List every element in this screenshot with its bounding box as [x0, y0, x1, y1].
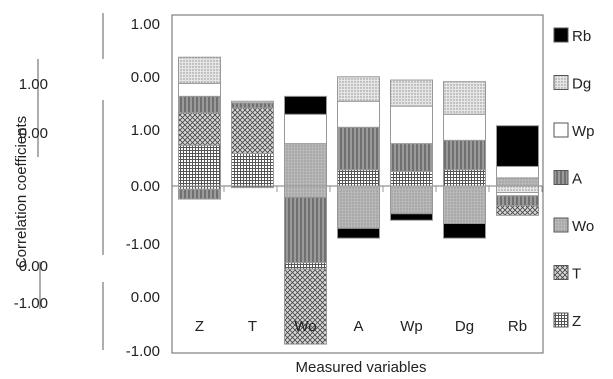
bar-segment-rb — [496, 125, 539, 167]
bar-segment-wo — [496, 177, 539, 187]
y-tick-label: 0.00 — [19, 125, 48, 142]
category-label-z: Z — [195, 318, 204, 335]
y-tick-label: -1.00 — [126, 236, 160, 253]
bar-segment-rb — [443, 222, 486, 239]
y-tick-label: -1.00 — [14, 295, 48, 312]
bar-segment-wp — [443, 113, 486, 141]
legend-swatch-rb — [553, 27, 569, 43]
bar-segment-t — [284, 268, 327, 345]
category-label-wp: Wp — [400, 318, 423, 335]
bar-segment-a — [390, 143, 433, 172]
bar-segment-t — [496, 205, 539, 216]
bar-segment-wp — [390, 105, 433, 145]
bar-segment-z — [284, 262, 327, 270]
bar-segment-z — [178, 144, 221, 187]
category-label-wo: Wo — [294, 318, 316, 335]
bar-segment-wo — [337, 185, 380, 229]
bar-stack-a — [337, 76, 380, 239]
legend-swatch-dg — [553, 75, 569, 90]
category-label-t: T — [248, 318, 257, 335]
bar-segment-wp — [284, 113, 327, 145]
y-tick-label: 0.00 — [19, 258, 48, 275]
bar-segment-z — [337, 169, 380, 187]
bar-segment-wo — [443, 185, 486, 224]
bar-segment-rb — [337, 227, 380, 239]
bar-segment-t — [231, 107, 274, 154]
bar-segment-rb — [390, 213, 433, 221]
bar-stack-wp — [390, 79, 433, 221]
y-tick-label: 1.00 — [131, 16, 160, 33]
bar-segment-wp — [496, 165, 539, 179]
bar-stack-wo — [284, 95, 327, 345]
bar-segment-wo — [390, 185, 433, 215]
bar-segment-wo — [284, 185, 327, 198]
y-tick-label: 0.00 — [131, 178, 160, 195]
category-labels: Z T Wo A Wp Dg Rb — [195, 318, 527, 335]
bar-segment-dg — [390, 79, 433, 107]
legend-swatch-a — [553, 170, 569, 185]
bar-segment-a — [178, 188, 221, 200]
y-tick-label: -1.00 — [126, 343, 160, 360]
bar-segment-a — [178, 95, 221, 114]
bar-segment-z — [443, 169, 486, 187]
y-tick-labels: 1.00 0.00 1.00 0.00 -1.00 0.00 -1.00 1.00 0.00 0.… — [14, 16, 160, 360]
legend-swatch-t — [553, 265, 569, 280]
bar-stacks — [178, 56, 539, 345]
legend-label-dg: Dg — [572, 76, 591, 93]
category-label-dg: Dg — [455, 318, 474, 335]
legend-swatch-z — [553, 312, 569, 328]
bar-segment-dg — [337, 76, 380, 102]
bar-segment-a — [284, 196, 327, 264]
bar-segment-a — [496, 195, 539, 207]
bar-segment-wo — [284, 143, 327, 187]
bar-segment-t — [178, 112, 221, 146]
legend-label-t: T — [572, 266, 581, 283]
legend-swatch-wp — [553, 122, 569, 138]
y-tick-label: 0.00 — [131, 289, 160, 306]
legend: Rb Dg Wp A Wo T Z — [553, 27, 595, 330]
bar-segment-wp — [337, 100, 380, 128]
bar-segment-wp — [178, 82, 221, 97]
bar-segment-a — [337, 126, 380, 171]
x-axis-label: Measured variables — [296, 359, 427, 376]
bar-segment-a — [443, 139, 486, 171]
bar-stack-z — [178, 56, 221, 200]
legend-swatch-wo — [553, 217, 569, 233]
bar-segment-rb — [284, 95, 327, 115]
bar-segment-dg — [443, 81, 486, 115]
category-label-a: A — [353, 318, 363, 335]
y-tick-label: 1.00 — [19, 76, 48, 93]
legend-label-z: Z — [572, 313, 581, 330]
bar-segment-dg — [231, 100, 274, 104]
plot-border — [171, 14, 544, 354]
category-label-rb: Rb — [508, 318, 527, 335]
y-axis-label: Correlation coefficients — [13, 116, 30, 268]
legend-label-a: A — [572, 171, 582, 188]
bar-stack-t — [231, 100, 274, 189]
y-tick-label: 0.00 — [131, 69, 160, 86]
y-tick-label: 1.00 — [131, 122, 160, 139]
legend-label-rb: Rb — [572, 28, 591, 45]
bar-segment-z — [231, 185, 274, 189]
bar-segment-z — [231, 152, 274, 187]
bar-segment-dg — [496, 185, 539, 194]
legend-label-wo: Wo — [572, 218, 594, 235]
bar-segment-a — [231, 102, 274, 109]
bar-segment-z — [390, 170, 433, 187]
bar-stack-dg — [443, 81, 486, 239]
bar-stack-rb — [496, 125, 539, 216]
bar-segment-dg — [178, 56, 221, 84]
legend-label-wp: Wp — [572, 123, 595, 140]
